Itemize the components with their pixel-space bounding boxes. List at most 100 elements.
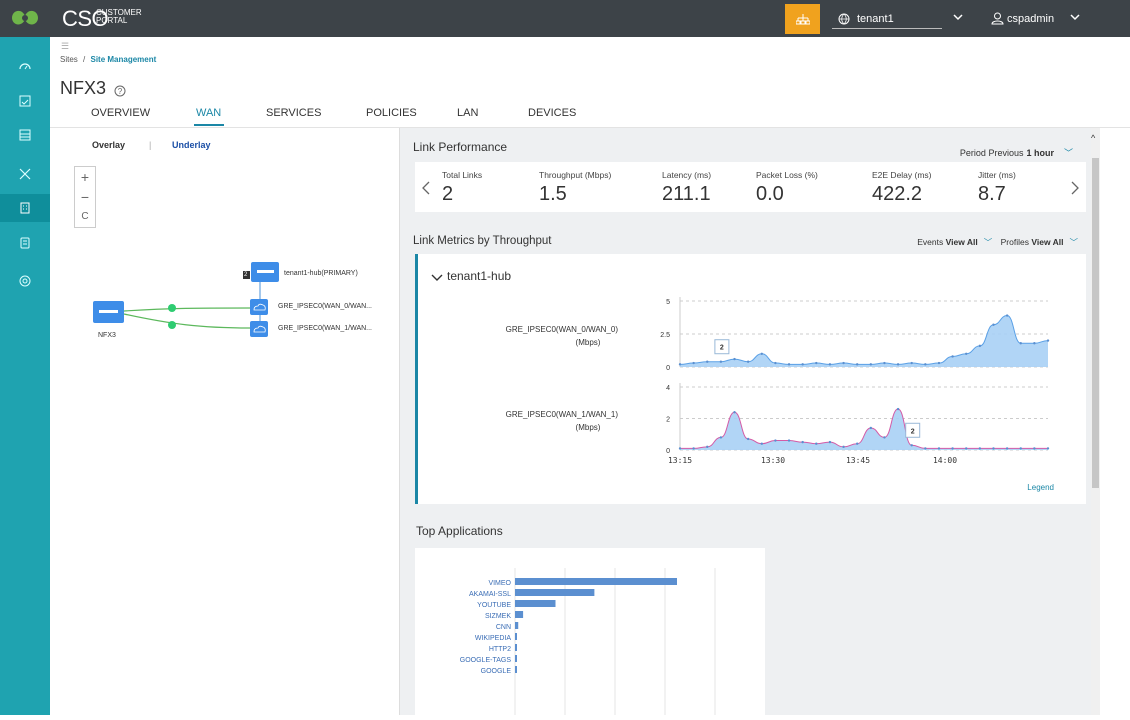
app-bar[interactable] — [515, 600, 556, 607]
alerts-button[interactable] — [785, 4, 820, 34]
reset-button[interactable]: C — [81, 211, 89, 222]
data-point[interactable] — [855, 363, 859, 366]
data-point[interactable] — [746, 360, 750, 363]
data-point[interactable] — [815, 442, 818, 445]
data-point[interactable] — [733, 411, 736, 414]
data-point[interactable] — [774, 439, 777, 442]
app-bar[interactable] — [515, 666, 517, 673]
data-point[interactable] — [706, 445, 709, 449]
tab-devices[interactable]: DEVICES — [528, 107, 577, 119]
app-bar[interactable] — [515, 633, 517, 640]
data-point[interactable] — [828, 363, 832, 366]
data-point[interactable] — [965, 352, 968, 355]
zoom-out-button[interactable]: − — [80, 189, 90, 205]
tenant-selector[interactable]: tenant1 — [832, 5, 974, 33]
data-point[interactable] — [787, 439, 791, 442]
data-point[interactable] — [1019, 342, 1022, 345]
data-point[interactable] — [965, 447, 968, 450]
nav-reports-icon[interactable] — [0, 229, 50, 257]
underlay-toggle[interactable]: Underlay — [172, 140, 211, 150]
data-point[interactable] — [842, 361, 845, 365]
data-point[interactable] — [992, 447, 995, 450]
tab-overview[interactable]: OVERVIEW — [91, 107, 151, 119]
chevron-right-icon[interactable] — [1070, 181, 1080, 195]
chevron-down-icon[interactable]: ﹀ — [1069, 237, 1078, 247]
data-point[interactable] — [678, 447, 682, 450]
data-point[interactable] — [883, 361, 886, 365]
tab-services[interactable]: SERVICES — [266, 107, 322, 119]
profiles-selector[interactable]: View All — [1031, 237, 1064, 247]
data-point[interactable] — [801, 363, 804, 366]
data-point[interactable] — [910, 444, 913, 447]
nav-tools-icon[interactable] — [0, 160, 50, 188]
app-bar[interactable] — [515, 622, 519, 629]
data-point[interactable] — [801, 440, 804, 444]
data-point[interactable] — [1033, 447, 1036, 450]
zoom-in-button[interactable]: + — [80, 169, 90, 185]
data-point[interactable] — [978, 344, 982, 348]
data-point[interactable] — [924, 363, 927, 366]
data-point[interactable] — [1005, 314, 1009, 317]
nav-sites-icon[interactable] — [0, 194, 50, 222]
data-point[interactable] — [855, 442, 859, 445]
data-point[interactable] — [869, 426, 873, 430]
chevron-left-icon[interactable] — [421, 181, 431, 195]
data-point[interactable] — [692, 447, 695, 450]
event-marker[interactable] — [714, 339, 730, 355]
data-point[interactable] — [924, 447, 927, 450]
data-point[interactable] — [896, 363, 900, 366]
app-bar[interactable] — [515, 644, 517, 651]
data-point[interactable] — [937, 361, 941, 365]
breadcrumb-site-management[interactable]: Site Management — [90, 55, 157, 64]
scrollbar-thumb[interactable] — [1092, 158, 1099, 488]
data-point[interactable] — [692, 361, 695, 365]
app-bar[interactable] — [515, 589, 595, 596]
data-point[interactable] — [842, 445, 845, 449]
tab-policies[interactable]: POLICIES — [366, 107, 417, 119]
data-point[interactable] — [706, 360, 709, 363]
period-selector[interactable]: Period Previous 1 hour ﹀ — [959, 148, 1073, 158]
scrollbar[interactable] — [1091, 128, 1100, 715]
data-point[interactable] — [1033, 342, 1036, 345]
nav-dashboard-icon[interactable] — [0, 52, 50, 80]
app-bar[interactable] — [515, 655, 517, 662]
data-point[interactable] — [774, 361, 777, 365]
data-point[interactable] — [787, 363, 791, 366]
data-point[interactable] — [896, 407, 900, 411]
data-point[interactable] — [678, 363, 682, 366]
data-point[interactable] — [1046, 447, 1050, 450]
data-point[interactable] — [951, 355, 954, 358]
data-point[interactable] — [1046, 339, 1050, 342]
chevron-down-icon[interactable] — [431, 273, 443, 283]
tab-lan[interactable]: LAN — [457, 107, 479, 119]
help-icon[interactable]: ? — [114, 85, 126, 97]
data-point[interactable] — [951, 447, 954, 450]
data-point[interactable] — [760, 442, 763, 445]
nav-settings-icon[interactable] — [0, 267, 50, 295]
nav-monitor-icon[interactable] — [0, 87, 50, 115]
data-point[interactable] — [1019, 447, 1022, 450]
app-bar[interactable] — [515, 578, 677, 585]
data-point[interactable] — [719, 436, 723, 439]
data-point[interactable] — [1005, 447, 1009, 450]
legend-link[interactable]: Legend — [1027, 483, 1054, 492]
data-point[interactable] — [733, 357, 736, 361]
data-point[interactable] — [978, 447, 982, 450]
data-point[interactable] — [815, 361, 818, 365]
nav-resources-icon[interactable] — [0, 121, 50, 149]
breadcrumb-sites[interactable]: Sites — [60, 55, 78, 64]
caret-up-icon[interactable]: ^ — [1091, 133, 1096, 143]
data-point[interactable] — [910, 361, 913, 365]
data-point[interactable] — [992, 323, 995, 326]
chevron-down-icon[interactable]: ﹀ — [983, 237, 993, 247]
tab-wan[interactable]: WAN — [196, 107, 222, 119]
event-marker[interactable] — [905, 422, 921, 438]
data-point[interactable] — [828, 440, 832, 444]
app-bar[interactable] — [515, 611, 524, 618]
data-point[interactable] — [746, 437, 750, 441]
data-point[interactable] — [760, 352, 763, 355]
data-point[interactable] — [719, 360, 723, 363]
data-point[interactable] — [937, 447, 941, 450]
data-point[interactable] — [883, 436, 886, 439]
events-selector[interactable]: View All — [945, 237, 978, 247]
